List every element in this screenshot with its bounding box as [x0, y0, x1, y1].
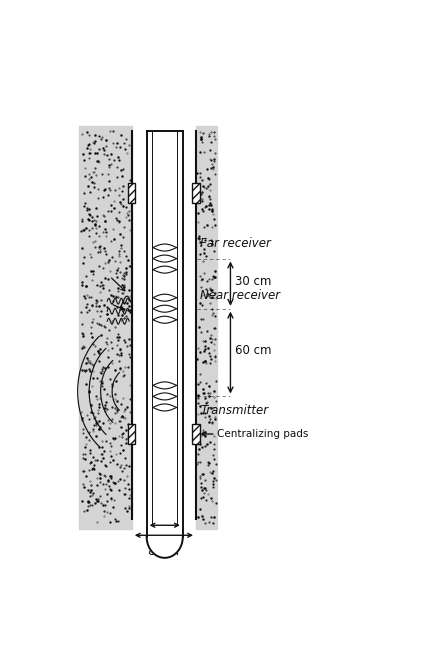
Polygon shape [196, 126, 217, 529]
Polygon shape [147, 432, 183, 558]
Bar [192, 184, 200, 203]
Polygon shape [147, 131, 183, 432]
Text: Centralizing pads: Centralizing pads [217, 429, 309, 439]
Bar [128, 184, 136, 203]
Bar [192, 424, 200, 444]
Bar [128, 424, 136, 444]
Text: 8 cm: 8 cm [148, 546, 179, 559]
Bar [128, 184, 136, 203]
Text: 30 cm: 30 cm [235, 275, 272, 288]
Bar [192, 184, 200, 203]
Bar [128, 424, 136, 444]
Polygon shape [147, 537, 183, 558]
Text: Transmitter: Transmitter [200, 404, 268, 417]
Text: 60 cm: 60 cm [235, 344, 272, 357]
Polygon shape [79, 126, 132, 529]
Text: 5 cm: 5 cm [151, 508, 179, 518]
Bar [192, 424, 200, 444]
Text: Near receiver: Near receiver [200, 288, 280, 301]
Text: Far receiver: Far receiver [200, 236, 271, 249]
